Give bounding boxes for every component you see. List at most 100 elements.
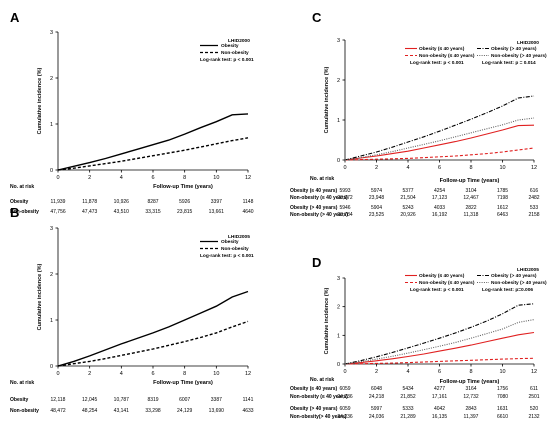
- y-axis-title: Cumulative incidence (%): [324, 67, 330, 134]
- risk-value: 10,787: [114, 397, 130, 403]
- panel-letter: A: [10, 10, 20, 25]
- risk-value: 6007: [179, 397, 190, 403]
- y-tick-label: 1: [337, 333, 340, 339]
- y-tick-label: 1: [337, 118, 340, 124]
- legend-label: Non-obesity (> 40 years): [491, 280, 547, 286]
- y-axis-title: Cumulative incidence (%): [37, 264, 43, 331]
- risk-value: 4033: [434, 205, 445, 211]
- risk-value: 6059: [339, 406, 350, 412]
- series-line: [344, 95, 535, 161]
- x-tick-label: 4: [120, 175, 123, 181]
- series-line: [344, 124, 535, 161]
- y-tick-label: 2: [337, 305, 340, 311]
- risk-value: 5946: [339, 205, 350, 211]
- risk-value: 6463: [497, 212, 508, 218]
- risk-value: 611: [530, 386, 538, 392]
- logrank-text: Log-rank test: p = 0.014: [482, 60, 536, 66]
- risk-value: 43,510: [114, 209, 130, 215]
- risk-value: 520: [530, 406, 539, 412]
- cohort-label: LHID2000: [517, 40, 539, 46]
- x-tick-label: 10: [213, 371, 219, 377]
- series-line: [344, 319, 535, 365]
- risk-value: 4640: [242, 209, 253, 215]
- risk-value: 48,254: [82, 408, 98, 414]
- risk-row-label: Obesity: [10, 397, 29, 403]
- risk-value: 3397: [211, 199, 222, 205]
- y-tick-label: 1: [50, 318, 53, 324]
- risk-value: 7080: [497, 394, 508, 400]
- series-line: [57, 113, 249, 171]
- series-line: [344, 331, 535, 365]
- risk-value: 12,732: [463, 394, 479, 400]
- x-tick-label: 6: [438, 369, 441, 375]
- risk-value: 5926: [179, 199, 190, 205]
- series-line: [344, 117, 535, 161]
- x-tick-label: 12: [531, 369, 537, 375]
- risk-value: 16,135: [432, 414, 448, 420]
- risk-row-label: Non-obesity: [10, 408, 39, 414]
- risk-value: 3164: [465, 386, 476, 392]
- y-tick-label: 0: [337, 158, 340, 164]
- risk-row-label: Obesity (> 40 years): [290, 205, 338, 211]
- risk-row-label: Obesity (≤ 40 years): [290, 188, 338, 194]
- risk-value: 10,926: [114, 199, 130, 205]
- risk-value: 21,852: [400, 394, 416, 400]
- risk-value: 4254: [434, 188, 445, 194]
- x-tick-label: 4: [406, 369, 409, 375]
- series-line: [344, 147, 535, 161]
- risk-value: 8319: [147, 397, 158, 403]
- x-axis-title: Follow-up Time (years): [153, 380, 213, 386]
- risk-value: 11,397: [464, 414, 479, 420]
- x-tick-label: 10: [499, 369, 505, 375]
- x-tick-label: 0: [343, 165, 346, 171]
- legend-label: Obesity (> 40 years): [491, 273, 537, 279]
- risk-value: 5997: [371, 406, 382, 412]
- panel-letter: B: [10, 205, 19, 220]
- risk-value: 2132: [528, 414, 539, 420]
- risk-value: 5904: [371, 205, 382, 211]
- risk-value: 2843: [465, 406, 476, 412]
- risk-value: 23,525: [369, 212, 385, 218]
- risk-value: 12,045: [82, 397, 98, 403]
- logrank-text: Log-rank test: p=0.006: [482, 287, 533, 293]
- cohort-label: LHID2005: [517, 267, 539, 273]
- risk-value: 1148: [243, 199, 254, 205]
- logrank-text: Log-rank test: p < 0.001: [410, 287, 464, 293]
- series-line: [344, 303, 535, 365]
- risk-row-label: Non-obesity(> 40 years): [290, 414, 347, 420]
- y-tick-label: 0: [50, 364, 53, 370]
- x-tick-label: 4: [120, 371, 123, 377]
- x-tick-label: 2: [88, 175, 91, 181]
- x-axis-title: Follow-up Time (years): [440, 178, 500, 184]
- x-tick-label: 8: [469, 165, 472, 171]
- risk-value: 11,878: [82, 199, 97, 205]
- risk-row-label: Obesity (≤ 40 years): [290, 386, 338, 392]
- x-tick-label: 2: [88, 371, 91, 377]
- risk-value: 7198: [497, 195, 508, 201]
- series-line: [344, 357, 535, 365]
- risk-value: 17,161: [432, 394, 448, 400]
- risk-value: 24,036: [369, 414, 385, 420]
- panel-letter: C: [312, 10, 322, 25]
- risk-value: 1631: [497, 406, 508, 412]
- risk-value: 4633: [242, 408, 253, 414]
- y-tick-label: 3: [337, 276, 340, 282]
- risk-row-label: Non-obesity (≤ 40 years): [290, 195, 348, 201]
- legend-label: Obesity (≤ 40 years): [419, 46, 465, 52]
- x-tick-label: 0: [343, 369, 346, 375]
- risk-value: 5333: [402, 406, 413, 412]
- y-axis-title: Cumulative incidence (%): [324, 288, 330, 355]
- cohort-label: LHID2000: [228, 38, 250, 44]
- risk-value: 24,129: [177, 408, 193, 414]
- series-line: [57, 137, 249, 171]
- risk-value: 5974: [371, 188, 382, 194]
- risk-value: 24,236: [337, 414, 353, 420]
- y-axis-title: Cumulative incidence (%): [37, 68, 43, 135]
- risk-value: 3387: [211, 397, 222, 403]
- logrank-text: Log-rank test: p < 0.001: [200, 57, 254, 63]
- x-tick-label: 2: [375, 369, 378, 375]
